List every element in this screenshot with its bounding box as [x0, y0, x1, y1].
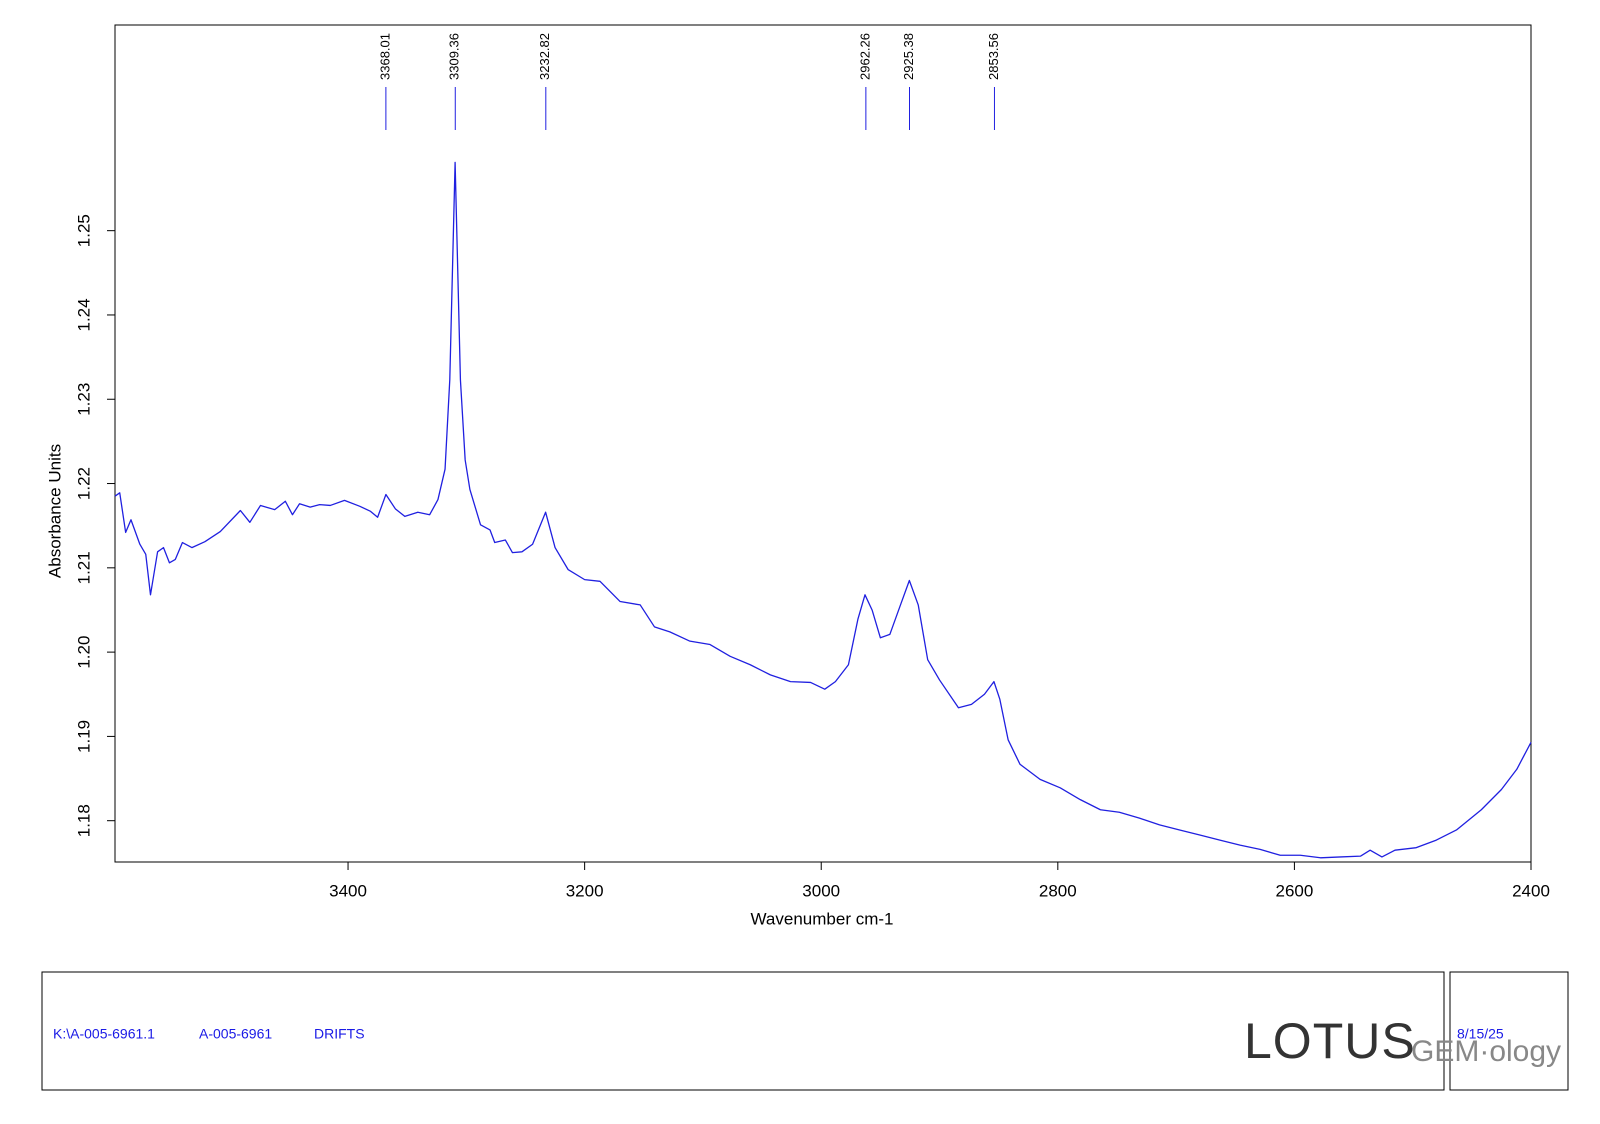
peak-label: 2853.56 — [986, 33, 1001, 80]
y-tick-label: 1.19 — [74, 720, 93, 753]
date: 8/15/25 — [1457, 1026, 1504, 1042]
date-box — [1449, 971, 1569, 1091]
y-tick-label: 1.18 — [74, 804, 93, 837]
y-tick-label: 1.21 — [74, 551, 93, 584]
y-tick-label: 1.25 — [74, 214, 93, 247]
method: DRIFTS — [314, 1026, 365, 1042]
x-tick-label: 3200 — [566, 881, 604, 900]
spectrum-line — [114, 161, 1532, 859]
x-axis-label: Wavenumber cm-1 — [751, 909, 894, 928]
peak-label: 2962.26 — [857, 33, 872, 80]
info-box — [41, 971, 1445, 1091]
peak-label: 3309.36 — [447, 33, 462, 80]
y-axis-label: Absorbance Units — [45, 444, 64, 578]
y-tick-label: 1.20 — [74, 636, 93, 669]
x-tick-label: 2800 — [1039, 881, 1077, 900]
peak-label: 2925.38 — [901, 33, 916, 80]
x-tick-label: 2600 — [1275, 881, 1313, 900]
plot-frame — [114, 24, 1532, 863]
file-path: K:\A-005-6961.1 — [53, 1026, 155, 1042]
y-tick-label: 1.22 — [74, 467, 93, 500]
peak-label: 3368.01 — [377, 33, 392, 80]
x-tick-label: 2400 — [1512, 881, 1550, 900]
x-tick-label: 3400 — [329, 881, 367, 900]
logo-sub: GEM·ology — [1411, 1035, 1561, 1068]
peak-label: 3232.82 — [537, 33, 552, 80]
x-tick-label: 3000 — [802, 881, 840, 900]
sample-id: A-005-6961 — [199, 1026, 272, 1042]
logo-main: LOTUS — [1244, 1013, 1416, 1069]
y-tick-label: 1.23 — [74, 383, 93, 416]
y-tick-label: 1.24 — [74, 298, 93, 331]
